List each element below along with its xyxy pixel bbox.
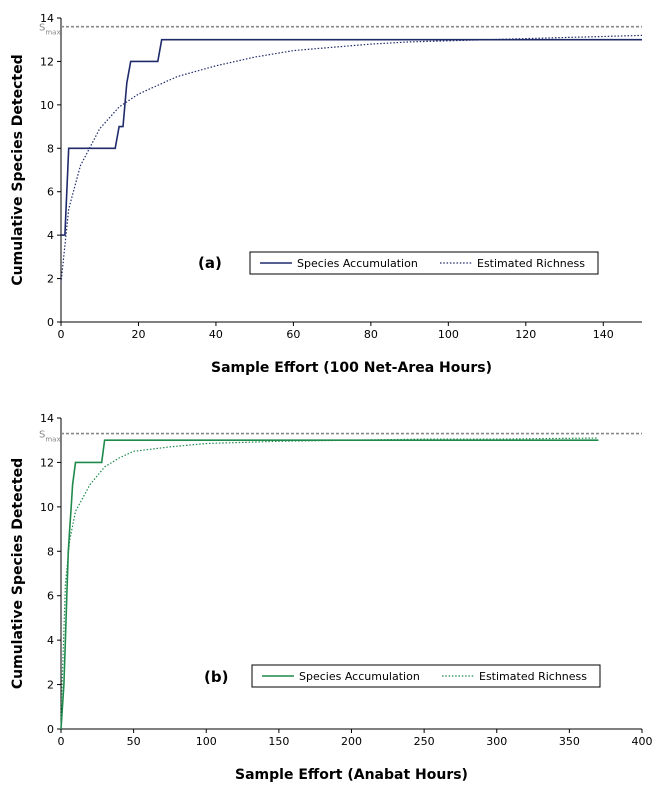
legend-box — [249, 251, 599, 275]
legend-entry-label: Estimated Richness — [479, 670, 587, 683]
x-tick-label: 50 — [127, 735, 141, 748]
x-tick-label: 400 — [632, 735, 653, 748]
legend-box — [251, 664, 601, 688]
smax-label: Smax — [39, 430, 61, 444]
series-line-species-accumulation — [61, 38, 642, 236]
x-tick-label: 60 — [286, 328, 300, 341]
y-tick-label: 6 — [47, 186, 54, 199]
series-line-species-accumulation — [60, 439, 599, 730]
y-tick-label: 12 — [40, 456, 54, 469]
y-tick-label: 12 — [40, 55, 54, 68]
x-tick-label: 0 — [58, 328, 65, 341]
x-axis-title: Sample Effort (100 Net-Area Hours) — [211, 360, 492, 376]
x-tick-label: 20 — [131, 328, 145, 341]
y-tick-label: 10 — [40, 99, 54, 112]
y-tick-label: 4 — [47, 634, 54, 647]
y-tick-label: 14 — [40, 12, 54, 25]
panel-label: (a) — [198, 254, 222, 272]
legend: Species Accumulation Estimated Richness — [249, 251, 599, 275]
legend-entry-label: Species Accumulation — [297, 257, 418, 270]
y-tick-label: 8 — [47, 545, 54, 558]
x-tick-label: 100 — [438, 328, 459, 341]
x-axis-title: Sample Effort (Anabat Hours) — [235, 767, 468, 783]
series-line-estimated-richness — [60, 34, 643, 283]
y-tick-label: 0 — [47, 723, 54, 736]
x-tick-label: 120 — [515, 328, 536, 341]
x-tick-label: 300 — [486, 735, 507, 748]
legend: Species Accumulation Estimated Richness — [251, 664, 601, 688]
chart-panel-1: 0 2 4 6 8 10 12 14 0 50 100 150 200 250 300 350 400 Smax S… — [10, 412, 653, 783]
x-tick-label: 250 — [414, 735, 435, 748]
y-tick-label: 8 — [47, 142, 54, 155]
y-tick-label: 2 — [47, 679, 54, 692]
legend-entry-label: Estimated Richness — [477, 257, 585, 270]
y-axis-title: Cumulative Species Detected — [10, 458, 26, 689]
panel-label: (b) — [204, 668, 228, 686]
y-tick-label: 6 — [47, 590, 54, 603]
x-tick-label: 80 — [364, 328, 378, 341]
x-tick-label: 150 — [268, 735, 289, 748]
x-tick-label: 0 — [58, 735, 65, 748]
x-tick-label: 100 — [196, 735, 217, 748]
y-axis-title: Cumulative Species Detected — [10, 54, 26, 285]
y-tick-label: 2 — [47, 273, 54, 286]
legend-entry-label: Species Accumulation — [299, 670, 420, 683]
x-tick-label: 350 — [559, 735, 580, 748]
y-tick-label: 0 — [47, 316, 54, 329]
x-tick-label: 140 — [593, 328, 614, 341]
y-tick-label: 14 — [40, 412, 54, 425]
y-tick-label: 10 — [40, 501, 54, 514]
x-tick-label: 200 — [341, 735, 362, 748]
series-line-estimated-richness — [60, 437, 599, 718]
x-tick-label: 40 — [209, 328, 223, 341]
y-tick-label: 4 — [47, 229, 54, 242]
